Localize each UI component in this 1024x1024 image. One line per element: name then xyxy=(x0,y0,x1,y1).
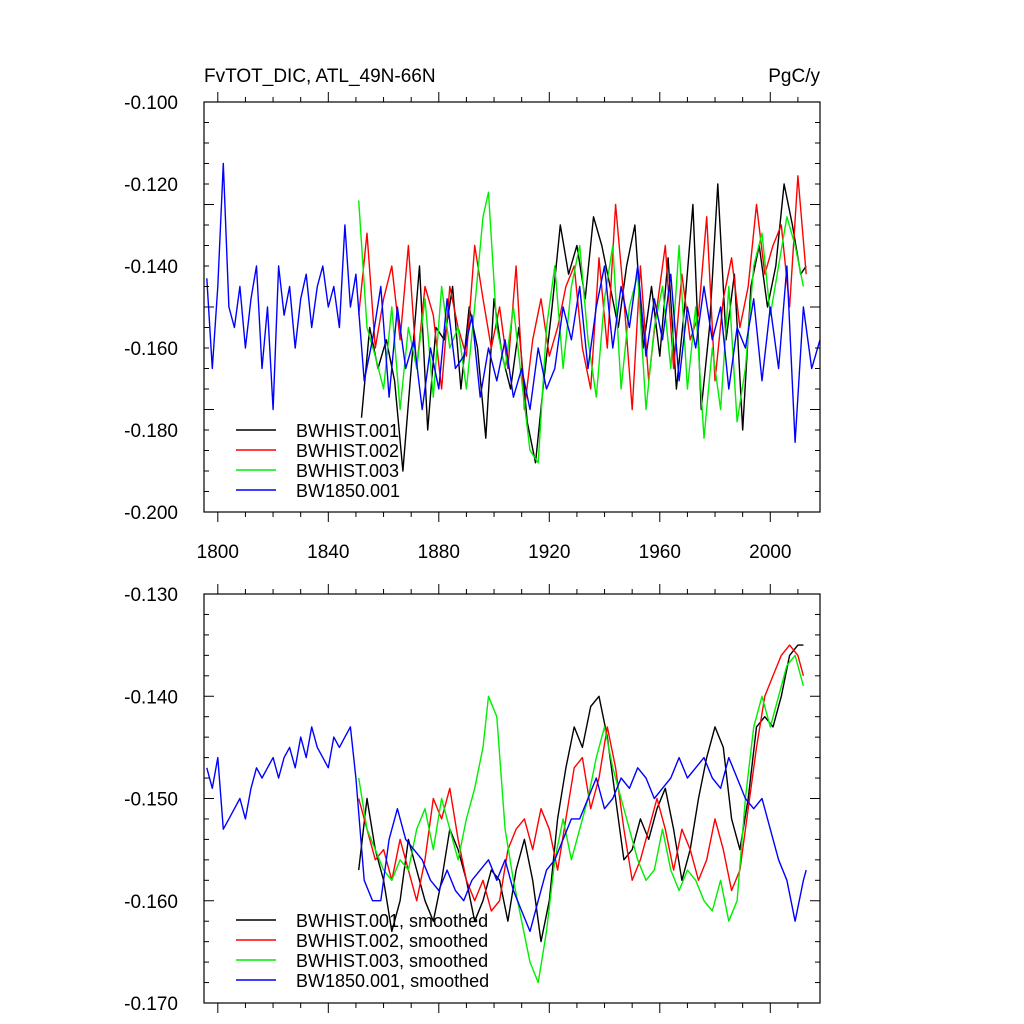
series-line-3 xyxy=(358,191,805,464)
legend-label: BW1850.001, smoothed xyxy=(296,971,489,991)
legend-label: BW1850.001 xyxy=(296,481,400,501)
legend-label: BWHIST.001 xyxy=(296,421,399,441)
legend-label: BWHIST.003 xyxy=(296,461,399,481)
chart-title: FvTOT_DIC, ATL_49N-66N xyxy=(204,66,436,87)
series-line-4 xyxy=(206,726,807,933)
y-tick-label: -0.120 xyxy=(124,175,178,196)
legend-label: BWHIST.003, smoothed xyxy=(296,951,488,971)
series-line-1 xyxy=(360,183,807,472)
y-tick-label: -0.100 xyxy=(124,93,178,114)
x-tick-label: 1840 xyxy=(307,542,349,563)
y-tick-label: -0.140 xyxy=(124,257,178,278)
y-tick-label: -0.130 xyxy=(124,585,178,606)
y-tick-label: -0.150 xyxy=(124,790,178,811)
y-tick-label: -0.160 xyxy=(124,892,178,913)
legend-label: BWHIST.001, smoothed xyxy=(296,911,488,931)
x-tick-label: 1880 xyxy=(418,542,460,563)
units-label: PgC/y xyxy=(768,66,820,87)
y-tick-label: -0.170 xyxy=(124,994,178,1015)
x-tick-label: 1920 xyxy=(528,542,570,563)
series-line-1 xyxy=(358,644,804,943)
y-tick-label: -0.180 xyxy=(124,421,178,442)
legend-label: BWHIST.002 xyxy=(296,441,399,461)
y-tick-label: -0.160 xyxy=(124,339,178,360)
x-tick-label: 1800 xyxy=(197,542,239,563)
x-tick-label: 2000 xyxy=(749,542,791,563)
chart-bottom-panel: -0.130 -0.140 -0.150 -0.160 -0.170 BWHIST.00… xyxy=(124,584,821,1015)
x-tick-label: 1960 xyxy=(639,542,681,563)
chart-top-panel: FvTOT_DIC, ATL_49N-66N PgC/y 1800 1840 188… xyxy=(124,66,821,563)
y-tick-label: -0.200 xyxy=(124,503,178,524)
series-line-3 xyxy=(358,654,805,984)
series-line-4 xyxy=(206,162,821,443)
legend-label: BWHIST.002, smoothed xyxy=(296,931,488,951)
series-line-2 xyxy=(358,644,805,912)
series-line-2 xyxy=(358,175,807,411)
y-tick-label: -0.140 xyxy=(124,687,178,708)
